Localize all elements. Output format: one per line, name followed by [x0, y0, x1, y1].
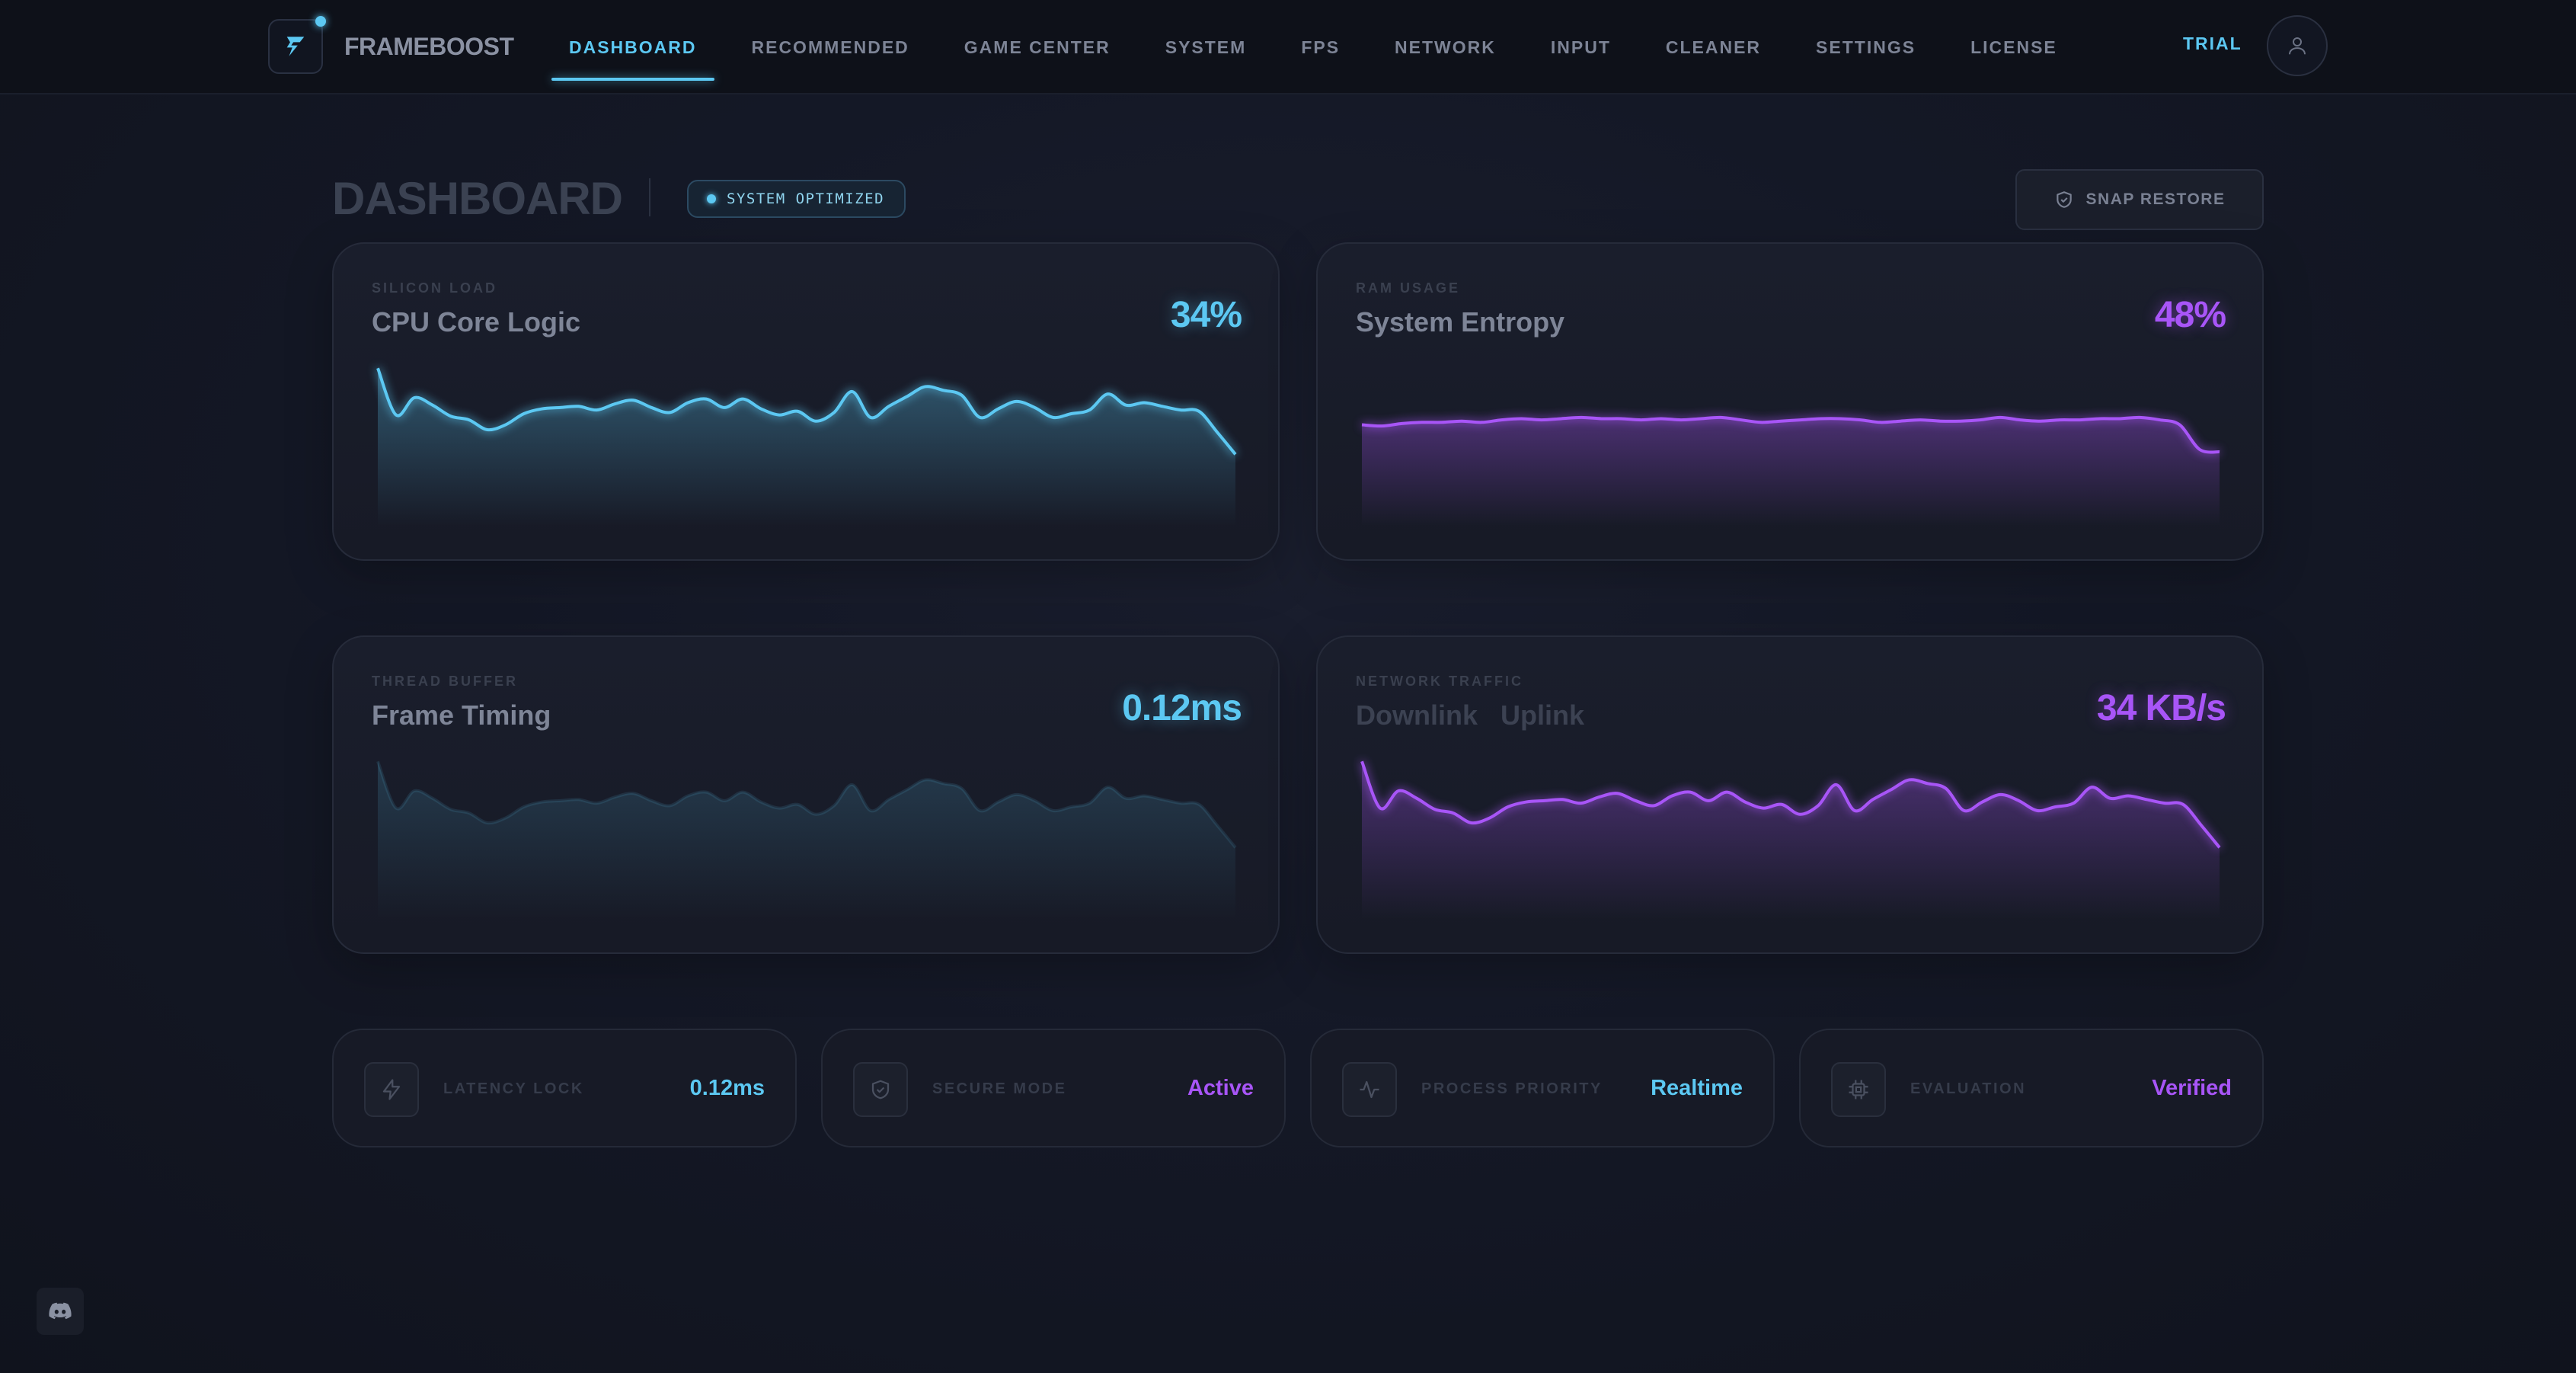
- nav-item-settings[interactable]: SETTINGS: [1816, 37, 1916, 57]
- snap-restore-label: SNAP RESTORE: [2085, 190, 2226, 208]
- latency-lock-card: LATENCY LOCK 0.12ms: [332, 1029, 797, 1147]
- status-badge: SYSTEM OPTIMIZED: [687, 180, 906, 218]
- chart-series-line: [376, 367, 1237, 456]
- cpu-card: SILICON LOAD CPU Core Logic 34%: [332, 242, 1280, 561]
- nav-item-system[interactable]: SYSTEM: [1165, 37, 1247, 57]
- network-card-title: Downlink Uplink: [1356, 699, 1584, 731]
- nav-item-license[interactable]: LICENSE: [1970, 37, 2057, 57]
- secure-mode-value: Active: [1187, 1076, 1254, 1100]
- page-title: DASHBOARD: [332, 173, 623, 224]
- main-nav: DASHBOARD RECOMMENDED GAME CENTER SYSTEM…: [551, 0, 2095, 94]
- uplink-label[interactable]: Uplink: [1501, 699, 1585, 731]
- frame-card-title: Frame Timing: [372, 699, 551, 731]
- chart-area-fill: [1362, 417, 2220, 526]
- frame-card-value: 0.12ms: [1122, 688, 1242, 728]
- snap-restore-button[interactable]: SNAP RESTORE: [2015, 169, 2264, 230]
- nav-item-game-center[interactable]: GAME CENTER: [964, 37, 1111, 57]
- chart-series-line: [376, 760, 1237, 849]
- nav-item-recommended[interactable]: RECOMMENDED: [751, 37, 909, 57]
- ram-usage-chart: [1361, 415, 2220, 526]
- notification-dot: [315, 16, 326, 27]
- network-card-value: 34 KB/s: [2096, 688, 2226, 728]
- brand[interactable]: FRAMEBOOST: [268, 16, 514, 75]
- discord-icon: [49, 1302, 72, 1320]
- cpu-card-value: 34%: [1170, 295, 1242, 335]
- chart-series-line: [1360, 760, 2221, 849]
- title-divider: [649, 178, 650, 216]
- frame-timing-chart: [376, 760, 1237, 919]
- app-name: FRAMEBOOST: [344, 32, 514, 60]
- user-icon: [2289, 37, 2306, 55]
- chart-area-fill: [378, 368, 1235, 526]
- chart-area-fill: [378, 761, 1235, 919]
- evaluation-value: Verified: [2152, 1076, 2232, 1100]
- ram-card-title: System Entropy: [1356, 306, 1565, 338]
- chart-series-line: [1361, 415, 2220, 454]
- top-navigation-bar: FRAMEBOOST DASHBOARD RECOMMENDED GAME CE…: [0, 0, 2576, 94]
- nav-item-fps[interactable]: FPS: [1301, 37, 1341, 57]
- cpu-card-title: CPU Core Logic: [372, 306, 581, 338]
- chart-area-fill: [1362, 761, 2220, 919]
- user-profile-button[interactable]: [2267, 15, 2328, 76]
- nav-item-dashboard[interactable]: DASHBOARD: [551, 0, 714, 94]
- network-traffic-chart: [1360, 760, 2221, 919]
- network-traffic-card: NETWORK TRAFFIC Downlink Uplink 34 KB/s: [1316, 635, 2264, 954]
- frameboost-logo-icon: [268, 16, 326, 74]
- ram-card-value: 48%: [2154, 295, 2226, 335]
- process-priority-card: PROCESS PRIORITY Realtime: [1310, 1029, 1775, 1147]
- network-card-kicker: NETWORK TRAFFIC: [1356, 674, 1523, 689]
- nav-item-network[interactable]: NETWORK: [1395, 37, 1496, 57]
- discord-button[interactable]: [37, 1288, 84, 1335]
- chip-icon: [1831, 1062, 1886, 1117]
- cpu-usage-chart: [376, 367, 1237, 526]
- secure-mode-card: SECURE MODE Active: [821, 1029, 1286, 1147]
- shield-icon: [2054, 190, 2074, 210]
- nav-item-cleaner[interactable]: CLEANER: [1665, 37, 1762, 57]
- latency-lock-value: 0.12ms: [689, 1076, 765, 1100]
- evaluation-card: EVALUATION Verified: [1799, 1029, 2264, 1147]
- latency-lock-label: LATENCY LOCK: [443, 1080, 584, 1097]
- activity-icon: [1342, 1062, 1397, 1117]
- bolt-icon: [364, 1062, 419, 1117]
- status-dot-icon: [707, 194, 716, 203]
- evaluation-label: EVALUATION: [1910, 1080, 2027, 1097]
- frame-card-kicker: THREAD BUFFER: [372, 674, 518, 689]
- process-priority-label: PROCESS PRIORITY: [1421, 1080, 1603, 1097]
- process-priority-value: Realtime: [1651, 1076, 1743, 1100]
- downlink-label[interactable]: Downlink: [1356, 699, 1478, 731]
- trial-badge[interactable]: TRIAL: [2183, 34, 2242, 53]
- cpu-card-kicker: SILICON LOAD: [372, 280, 497, 296]
- ram-card-kicker: RAM USAGE: [1356, 280, 1461, 296]
- status-badge-label: SYSTEM OPTIMIZED: [727, 190, 885, 207]
- secure-mode-label: SECURE MODE: [932, 1080, 1067, 1097]
- ram-card: RAM USAGE System Entropy 48%: [1316, 242, 2264, 561]
- frame-timing-card: THREAD BUFFER Frame Timing 0.12ms: [332, 635, 1280, 954]
- nav-item-input[interactable]: INPUT: [1550, 37, 1611, 57]
- shield-icon: [853, 1062, 908, 1117]
